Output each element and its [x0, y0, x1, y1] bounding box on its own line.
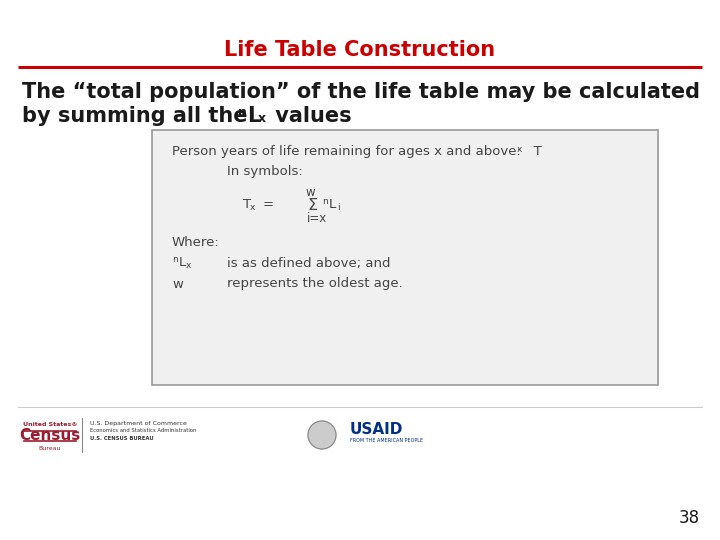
- Text: represents the oldest age.: represents the oldest age.: [227, 278, 402, 291]
- Text: i: i: [337, 204, 340, 213]
- Text: U.S. Department of Commerce: U.S. Department of Commerce: [90, 421, 187, 426]
- Text: n: n: [172, 255, 178, 265]
- Text: i=x: i=x: [307, 212, 328, 225]
- Text: The “total population” of the life table may be calculated: The “total population” of the life table…: [22, 82, 700, 102]
- Text: w: w: [305, 186, 315, 199]
- Text: is as defined above; and: is as defined above; and: [227, 256, 390, 269]
- Text: United States®: United States®: [23, 422, 77, 427]
- Text: x: x: [186, 261, 192, 271]
- Text: Σ: Σ: [307, 198, 317, 213]
- Text: T: T: [243, 199, 251, 212]
- Text: values: values: [268, 106, 351, 126]
- Text: L: L: [179, 256, 186, 269]
- Circle shape: [308, 421, 336, 449]
- Text: USAID: USAID: [350, 422, 403, 437]
- Text: x: x: [258, 112, 266, 125]
- Text: Bureau: Bureau: [39, 446, 61, 450]
- Text: Census: Census: [19, 429, 81, 443]
- Text: FROM THE AMERICAN PEOPLE: FROM THE AMERICAN PEOPLE: [350, 438, 423, 443]
- Text: U.S. CENSUS BUREAU: U.S. CENSUS BUREAU: [90, 436, 153, 442]
- Text: In symbols:: In symbols:: [227, 165, 302, 179]
- Text: n: n: [238, 106, 247, 119]
- Text: w: w: [172, 278, 183, 291]
- Text: Life Table Construction: Life Table Construction: [225, 40, 495, 60]
- Text: Economics and Statistics Administration: Economics and Statistics Administration: [90, 429, 197, 434]
- Text: x: x: [517, 145, 523, 153]
- FancyBboxPatch shape: [152, 130, 658, 385]
- Text: by summing all the: by summing all the: [22, 106, 255, 126]
- Text: =: =: [263, 199, 274, 212]
- Text: n: n: [322, 198, 328, 206]
- Text: L: L: [329, 199, 336, 212]
- Text: x: x: [250, 204, 256, 213]
- Text: L: L: [247, 106, 260, 126]
- Text: 38: 38: [679, 509, 700, 527]
- Text: Where:: Where:: [172, 235, 220, 248]
- Text: Person years of life remaining for ages x and above:   T: Person years of life remaining for ages …: [172, 145, 541, 159]
